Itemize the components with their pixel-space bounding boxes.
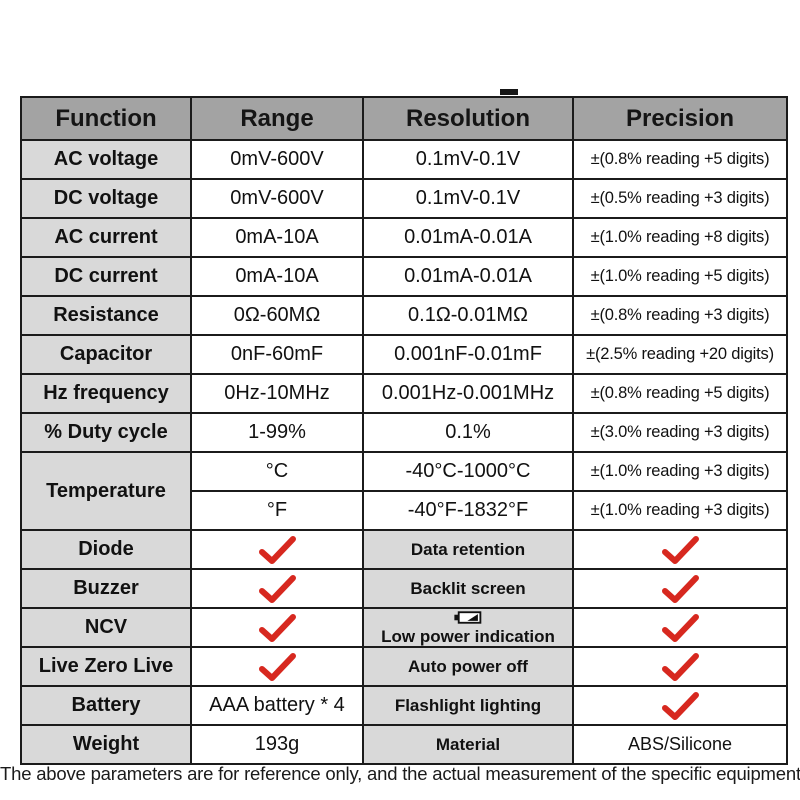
range-cell: 0mA-10A bbox=[190, 256, 364, 297]
precision-cell: ±(1.0% reading +8 digits) bbox=[572, 217, 788, 258]
function-cell-temperature: Temperature bbox=[20, 451, 192, 531]
resolution-cell: 0.1mV-0.1V bbox=[362, 139, 574, 180]
range-cell: 0Hz-10MHz bbox=[190, 373, 364, 414]
function-cell: DC voltage bbox=[20, 178, 192, 219]
check-icon bbox=[194, 574, 360, 603]
header-row: Function Range Resolution Precision bbox=[20, 96, 788, 141]
check-icon bbox=[576, 613, 784, 642]
specification-table: Function Range Resolution Precision AC v… bbox=[20, 96, 788, 765]
check-icon bbox=[576, 652, 784, 681]
function-cell: Diode bbox=[20, 529, 192, 570]
feature-cell: Auto power off bbox=[362, 646, 574, 687]
range-cell: 0nF-60mF bbox=[190, 334, 364, 375]
resolution-cell: 0.1% bbox=[362, 412, 574, 453]
feature-value-cell: ABS/Silicone bbox=[572, 724, 788, 765]
table-row-live-zero-live: Live Zero Live Auto power off bbox=[20, 646, 788, 687]
range-check-cell bbox=[190, 529, 364, 570]
table-row-battery: Battery AAA battery * 4 Flashlight light… bbox=[20, 685, 788, 726]
range-cell: 1-99% bbox=[190, 412, 364, 453]
function-cell: AC voltage bbox=[20, 139, 192, 180]
range-cell: 0mV-600V bbox=[190, 178, 364, 219]
feature-check-cell bbox=[572, 568, 788, 609]
table-row-duty-cycle: % Duty cycle 1-99% 0.1% ±(3.0% reading +… bbox=[20, 412, 788, 453]
precision-cell: ±(1.0% reading +3 digits) bbox=[572, 451, 788, 492]
table-row-dc-voltage: DC voltage 0mV-600V 0.1mV-0.1V ±(0.5% re… bbox=[20, 178, 788, 219]
check-icon bbox=[576, 574, 784, 603]
feature-check-cell bbox=[572, 529, 788, 570]
feature-cell-low-power: Low power indication bbox=[362, 607, 574, 648]
range-check-cell bbox=[190, 568, 364, 609]
table-row-resistance: Resistance 0Ω-60MΩ 0.1Ω-0.01MΩ ±(0.8% re… bbox=[20, 295, 788, 336]
range-check-cell bbox=[190, 607, 364, 648]
table-row-temperature-f: °F -40°F-1832°F ±(1.0% reading +3 digits… bbox=[21, 490, 788, 531]
header-resolution: Resolution bbox=[362, 96, 574, 141]
resolution-cell: -40°C-1000°C bbox=[362, 451, 574, 492]
table-row-weight: Weight 193g Material ABS/Silicone bbox=[20, 724, 788, 765]
check-icon bbox=[194, 652, 360, 681]
range-cell: 0mV-600V bbox=[190, 139, 364, 180]
function-cell: Hz frequency bbox=[20, 373, 192, 414]
function-cell: Capacitor bbox=[20, 334, 192, 375]
resolution-cell: 0.1Ω-0.01MΩ bbox=[362, 295, 574, 336]
feature-cell: Material bbox=[362, 724, 574, 765]
precision-cell: ±(0.5% reading +3 digits) bbox=[572, 178, 788, 219]
table-row-dc-current: DC current 0mA-10A 0.01mA-0.01A ±(1.0% r… bbox=[20, 256, 788, 297]
table-row-buzzer: Buzzer Backlit screen bbox=[20, 568, 788, 609]
precision-cell: ±(1.0% reading +5 digits) bbox=[572, 256, 788, 297]
feature-cell: Flashlight lighting bbox=[362, 685, 574, 726]
disclaimer-text: The above parameters are for reference o… bbox=[0, 763, 800, 784]
function-cell: Resistance bbox=[20, 295, 192, 336]
range-cell: 0Ω-60MΩ bbox=[190, 295, 364, 336]
range-value-cell: AAA battery * 4 bbox=[190, 685, 364, 726]
precision-cell: ±(0.8% reading +3 digits) bbox=[572, 295, 788, 336]
check-icon bbox=[576, 535, 784, 564]
header-range: Range bbox=[190, 96, 364, 141]
range-cell: °F bbox=[190, 490, 364, 531]
function-cell: Weight bbox=[20, 724, 192, 765]
low-battery-icon bbox=[454, 610, 482, 627]
feature-cell: Data retention bbox=[362, 529, 574, 570]
precision-cell: ±(1.0% reading +3 digits) bbox=[572, 490, 788, 531]
function-cell: Battery bbox=[20, 685, 192, 726]
feature-label: Low power indication bbox=[381, 627, 555, 646]
function-cell: % Duty cycle bbox=[20, 412, 192, 453]
precision-cell: ±(0.8% reading +5 digits) bbox=[572, 139, 788, 180]
function-cell: Live Zero Live bbox=[20, 646, 192, 687]
table-row-diode: Diode Data retention bbox=[20, 529, 788, 570]
table-row-ncv: NCV Low power indication bbox=[20, 607, 788, 648]
check-icon bbox=[576, 691, 784, 720]
feature-check-cell bbox=[572, 646, 788, 687]
feature-cell: Backlit screen bbox=[362, 568, 574, 609]
table-row-ac-voltage: AC voltage 0mV-600V 0.1mV-0.1V ±(0.8% re… bbox=[20, 139, 788, 180]
resolution-cell: 0.01mA-0.01A bbox=[362, 217, 574, 258]
table-row-temperature-c: Temperature °C -40°C-1000°C ±(1.0% readi… bbox=[20, 451, 788, 531]
feature-check-cell bbox=[572, 607, 788, 648]
feature-check-cell bbox=[572, 685, 788, 726]
function-cell: DC current bbox=[20, 256, 192, 297]
function-cell: AC current bbox=[20, 217, 192, 258]
range-check-cell bbox=[190, 646, 364, 687]
range-cell: °C bbox=[190, 451, 364, 492]
resolution-cell: 0.01mA-0.01A bbox=[362, 256, 574, 297]
precision-cell: ±(0.8% reading +5 digits) bbox=[572, 373, 788, 414]
precision-cell: ±(3.0% reading +3 digits) bbox=[572, 412, 788, 453]
header-function: Function bbox=[20, 96, 192, 141]
table-row-hz-frequency: Hz frequency 0Hz-10MHz 0.001Hz-0.001MHz … bbox=[20, 373, 788, 414]
cropped-glyph-artifact bbox=[500, 89, 518, 95]
resolution-cell: 0.001nF-0.01mF bbox=[362, 334, 574, 375]
resolution-cell: 0.001Hz-0.001MHz bbox=[362, 373, 574, 414]
check-icon bbox=[194, 535, 360, 564]
function-cell: Buzzer bbox=[20, 568, 192, 609]
range-cell: 0mA-10A bbox=[190, 217, 364, 258]
table-row-capacitor: Capacitor 0nF-60mF 0.001nF-0.01mF ±(2.5%… bbox=[20, 334, 788, 375]
resolution-cell: 0.1mV-0.1V bbox=[362, 178, 574, 219]
check-icon bbox=[194, 613, 360, 642]
resolution-cell: -40°F-1832°F bbox=[362, 490, 574, 531]
table-row-ac-current: AC current 0mA-10A 0.01mA-0.01A ±(1.0% r… bbox=[20, 217, 788, 258]
precision-cell: ±(2.5% reading +20 digits) bbox=[572, 334, 788, 375]
header-precision: Precision bbox=[572, 96, 788, 141]
function-cell: NCV bbox=[20, 607, 192, 648]
range-value-cell: 193g bbox=[190, 724, 364, 765]
